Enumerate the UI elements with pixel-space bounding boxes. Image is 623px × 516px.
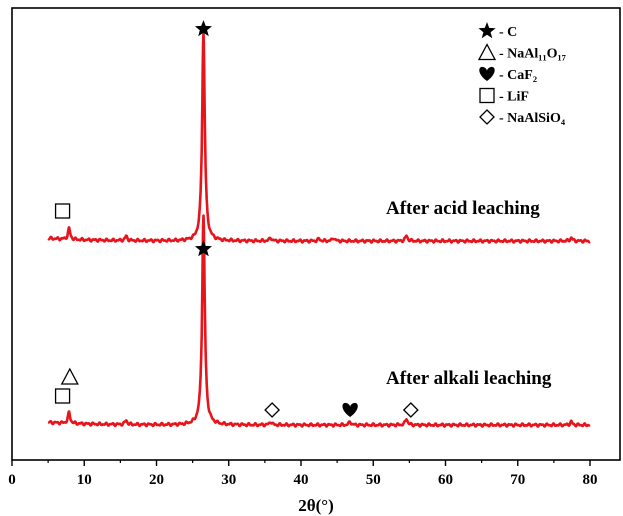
star-marker xyxy=(194,240,212,257)
diamond-marker xyxy=(264,402,281,418)
series-label-acid: After acid leaching xyxy=(386,198,540,219)
legend-star-icon xyxy=(478,22,496,39)
legend-label: - C xyxy=(499,25,517,40)
x-tick-label: 50 xyxy=(366,472,381,488)
series-curves xyxy=(47,30,591,428)
legend-heart-icon xyxy=(479,66,495,81)
square-marker xyxy=(54,203,71,219)
legend-triangle-icon xyxy=(477,43,497,61)
x-tick-label: 40 xyxy=(294,472,309,488)
x-tick-label: 30 xyxy=(221,472,236,488)
series-label-alkali: After alkali leaching xyxy=(386,368,552,389)
legend-square-icon xyxy=(479,87,495,104)
x-axis-label: 2θ(°) xyxy=(298,496,334,515)
x-axis-ticks: 0 10 20 30 40 50 60 70 80 xyxy=(8,460,598,488)
peak-markers xyxy=(54,20,419,418)
legend-diamond-icon xyxy=(479,109,495,125)
legend-label: - NaAlSiO₄ xyxy=(499,111,566,126)
legend-label: - CaF₂ xyxy=(499,68,537,83)
legend-label: - LiF xyxy=(499,90,529,105)
plot-frame xyxy=(11,7,621,461)
x-tick-label: 80 xyxy=(583,472,598,488)
series-line xyxy=(47,214,591,428)
x-tick-label: 60 xyxy=(438,472,453,488)
star-marker xyxy=(194,20,212,37)
legend: - C - NaAl₁₁O₁₇ - CaF₂ - LiF - NaAlSiO₄ xyxy=(477,22,566,126)
heart-marker xyxy=(342,402,358,417)
diamond-marker xyxy=(402,402,419,418)
x-tick-label: 20 xyxy=(149,472,164,488)
x-tick-label: 10 xyxy=(77,472,92,488)
triangle-marker xyxy=(60,367,79,385)
square-marker xyxy=(54,388,71,404)
legend-label: - NaAl₁₁O₁₇ xyxy=(499,47,566,62)
x-tick-label: 70 xyxy=(510,472,525,488)
series-line xyxy=(47,30,591,244)
x-tick-label: 0 xyxy=(8,472,16,488)
